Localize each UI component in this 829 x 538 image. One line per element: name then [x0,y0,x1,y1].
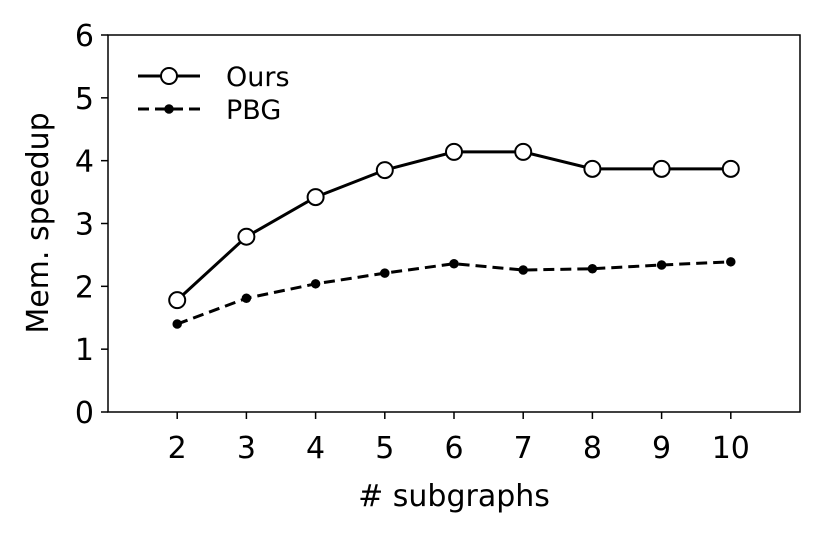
x-axis-label: # subgraphs [358,479,550,514]
y-tick-label: 2 [75,270,94,305]
y-tick-label: 1 [75,333,94,368]
y-tick-label: 4 [75,145,94,180]
x-tick-label: 7 [514,431,533,466]
y-tick-label: 5 [75,82,94,117]
data-point [241,293,252,304]
x-tick-label: 8 [583,431,602,466]
legend-marker [164,104,174,114]
x-tick-label: 10 [712,431,750,466]
data-point [514,142,533,161]
data-point [449,258,459,269]
data-point [380,268,390,278]
x-tick-label: 6 [444,431,463,466]
series-line [176,150,731,302]
x-tick-label: 2 [168,431,187,466]
data-point [310,279,321,289]
data-point [445,142,463,161]
data-point [587,263,598,274]
y-axis-label: Mem. speedup [21,112,56,333]
data-point [583,159,602,178]
x-tick-label: 4 [306,431,325,466]
y-tick-label: 0 [75,396,94,431]
data-point [652,159,671,178]
data-point [168,291,187,310]
y-tick-label: 6 [75,19,94,54]
data-point [172,319,182,329]
legend-label: PBG [226,95,281,126]
data-point [306,188,325,207]
data-point [656,260,667,270]
x-tick-label: 5 [375,431,394,466]
y-tick-label: 3 [75,208,94,243]
plot-frame [107,34,801,413]
data-point [375,161,394,180]
data-point [518,265,528,275]
data-point [726,257,736,267]
legend-label: Ours [226,62,290,93]
data-point [721,159,740,178]
data-point [237,227,256,246]
x-tick-label: 3 [237,431,256,466]
legend-marker [160,67,178,85]
series-line [176,260,731,326]
x-tick-label: 9 [652,431,671,466]
